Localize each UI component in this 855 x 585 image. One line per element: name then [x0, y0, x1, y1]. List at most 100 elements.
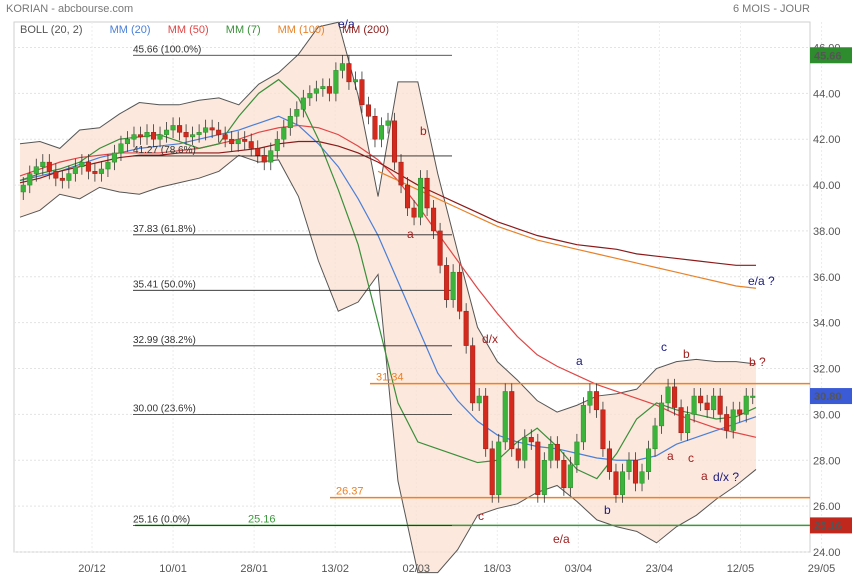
y-tick-label: 44.00	[813, 88, 841, 100]
y-tick-label: 36.00	[813, 272, 841, 284]
candle-body	[339, 63, 345, 71]
candle-body	[287, 116, 293, 128]
candle-body	[359, 79, 365, 106]
series-line-mm-50-	[19, 124, 757, 438]
y-tick-label: 26.00	[813, 501, 841, 513]
candle-body	[137, 134, 144, 138]
candle-body	[444, 265, 450, 300]
y-tick-label: 24.00	[813, 547, 841, 559]
x-tick-label: 20/12	[78, 563, 106, 575]
candle-body	[580, 404, 586, 443]
candle-body	[229, 138, 235, 145]
candle-body	[177, 125, 183, 133]
candle-body	[632, 460, 639, 484]
price-badge	[810, 47, 852, 64]
fibonacci-label: 32.99 (38.2%)	[133, 335, 196, 346]
candle-body	[515, 448, 521, 461]
candle-body	[391, 120, 398, 163]
candle-body	[522, 437, 528, 461]
candle-body	[646, 448, 652, 472]
candle-body	[457, 271, 463, 312]
x-tick-label: 02/03	[402, 563, 430, 575]
y-tick-label: 34.00	[813, 318, 841, 330]
wave-annotation: a	[701, 469, 708, 483]
y-tick-label: 30.00	[813, 409, 841, 421]
wave-annotation: e/a	[553, 532, 570, 546]
candle-body	[281, 127, 287, 140]
candle-body	[203, 127, 209, 133]
wave-annotation: b	[604, 503, 611, 517]
indicator-legend-item: MM (200)	[342, 24, 389, 36]
candle-body	[216, 129, 222, 135]
candle-body	[352, 79, 358, 83]
candle-body	[724, 414, 730, 431]
x-tick-label: 23/04	[646, 563, 674, 575]
candle-body	[183, 132, 189, 138]
candle-body	[346, 63, 352, 83]
candle-body	[59, 177, 65, 181]
candle-body	[242, 138, 248, 142]
candle-body	[470, 345, 476, 404]
series-line-mm-100-	[377, 170, 757, 289]
candle-body	[535, 441, 541, 495]
price-badge-label: 25.16	[814, 520, 842, 532]
candle-body	[85, 161, 91, 172]
price-badge	[810, 388, 852, 405]
x-tick-label: 13/02	[321, 563, 349, 575]
candle-body	[222, 134, 228, 140]
candle-body	[40, 161, 46, 167]
horizontal-level-label: 25.16	[248, 513, 276, 525]
candle-body	[313, 88, 319, 94]
indicator-legend-item: BOLL (20, 2)	[20, 24, 83, 36]
candle-body	[502, 391, 508, 443]
candle-body	[541, 460, 547, 495]
candle-body	[118, 143, 124, 154]
candle-body	[483, 395, 489, 450]
wave-annotation: d/x	[482, 332, 498, 346]
horizontal-level-label: 31.34	[376, 372, 404, 384]
candle-body	[144, 132, 150, 138]
y-tick-label: 40.00	[813, 180, 841, 192]
indicator-legend-item: MM (100)	[278, 24, 325, 36]
candle-body	[274, 138, 280, 151]
candle-body	[385, 120, 391, 126]
candle-body	[398, 161, 404, 186]
wave-annotation: b ?	[749, 355, 766, 369]
candle-body	[567, 464, 573, 489]
fibonacci-label: 37.83 (61.8%)	[133, 224, 196, 235]
candle-body	[124, 138, 130, 145]
wave-annotation: a	[667, 449, 674, 463]
candle-body	[659, 402, 665, 427]
candle-body	[431, 207, 437, 232]
candle-body	[326, 86, 332, 94]
candle-body	[372, 116, 378, 140]
candle-body	[111, 152, 117, 163]
candle-body	[378, 125, 385, 140]
candle-body	[600, 409, 606, 450]
candle-body	[33, 166, 39, 174]
candle-body	[411, 207, 417, 218]
y-tick-label: 32.00	[813, 364, 841, 376]
candle-body	[424, 177, 430, 209]
candle-body	[255, 148, 261, 156]
candle-body	[150, 132, 157, 140]
chart-period: 6 MOIS - JOUR	[733, 3, 810, 15]
wave-annotation: c	[661, 340, 667, 354]
fibonacci-label: 25.16 (0.0%)	[133, 514, 190, 525]
fibonacci-label: 35.41 (50.0%)	[133, 279, 196, 290]
x-tick-label: 10/01	[159, 563, 187, 575]
indicator-legend-item: MM (50)	[168, 24, 209, 36]
candle-body	[561, 460, 567, 489]
indicator-legend-item: MM (7)	[226, 24, 261, 36]
y-tick-label: 42.00	[813, 134, 841, 146]
x-tick-label: 18/03	[484, 563, 512, 575]
candle-body	[730, 409, 736, 431]
candle-body	[496, 441, 502, 495]
candle-body	[704, 402, 710, 411]
candle-body	[333, 70, 339, 94]
x-tick-label: 28/01	[240, 563, 268, 575]
wave-annotation: d/x ?	[713, 470, 739, 484]
candle-body	[365, 104, 371, 117]
